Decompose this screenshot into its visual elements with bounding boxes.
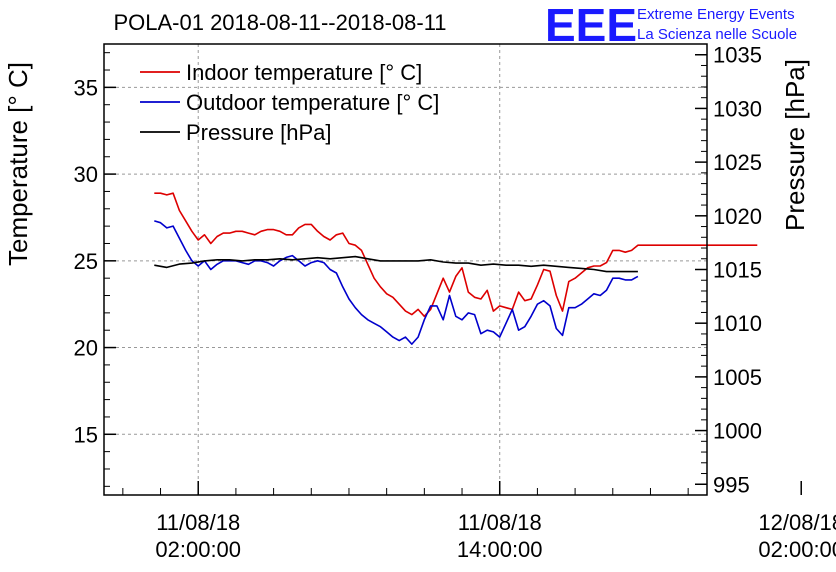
y-left-tick-label-30: 30: [74, 162, 98, 187]
eee-logo-line1: Extreme Energy Events: [637, 6, 795, 23]
y-left-tick-label-20: 20: [74, 336, 98, 361]
x-tick-label-line2: 14:00:00: [457, 537, 543, 562]
y-right-axis-title: Pressure [hPa]: [780, 59, 810, 231]
y-right-tick-label-995: 995: [713, 472, 750, 497]
y-right-tick-label-1035: 1035: [713, 43, 762, 68]
legend: Indoor temperature [° C] Outdoor temperat…: [140, 60, 439, 145]
axis-ticks: [104, 43, 802, 495]
y-right-tick-label-1020: 1020: [713, 204, 762, 229]
x-tick-label-line2: 02:00:00: [758, 537, 836, 562]
legend-label-1: Indoor temperature [° C]: [186, 60, 422, 85]
y-right-tick-label-1000: 1000: [713, 419, 762, 444]
x-tick-label-line2: 02:00:00: [155, 537, 241, 562]
series-line-1: [154, 192, 758, 318]
y-left-tick-label-25: 25: [74, 249, 98, 274]
y-right-tick-label-1005: 1005: [713, 365, 762, 390]
chart-title: POLA-01 2018-08-11--2018-08-11: [113, 10, 446, 35]
y-right-tick-label-1025: 1025: [713, 150, 762, 175]
eee-logo: EEE Extreme Energy Events La Scienza nel…: [545, 0, 797, 51]
y-right-tick-label-1030: 1030: [713, 96, 762, 121]
y-right-tick-label-1015: 1015: [713, 258, 762, 283]
y-left-axis-title: Temperature [° C]: [3, 62, 33, 266]
x-tick-label-line1: 11/08/18: [156, 510, 240, 535]
tick-labels: 15 20 25 30 35 995 1000 1005 1010 1015 1020 1025 103…: [74, 43, 836, 562]
series-lines: [154, 192, 758, 345]
eee-logo-text: EEE: [545, 0, 637, 51]
x-tick-label-line1: 12/08/18: [758, 510, 836, 535]
legend-label-3: Pressure [hPa]: [186, 120, 332, 145]
x-tick-label-line1: 11/08/18: [458, 510, 542, 535]
y-right-tick-label-1010: 1010: [713, 311, 762, 336]
series-line-3: [154, 255, 638, 273]
y-left-tick-label-35: 35: [74, 75, 98, 100]
eee-logo-line2: La Scienza nelle Scuole: [637, 26, 797, 43]
legend-label-2: Outdoor temperature [° C]: [186, 90, 439, 115]
y-left-tick-label-15: 15: [74, 422, 98, 447]
